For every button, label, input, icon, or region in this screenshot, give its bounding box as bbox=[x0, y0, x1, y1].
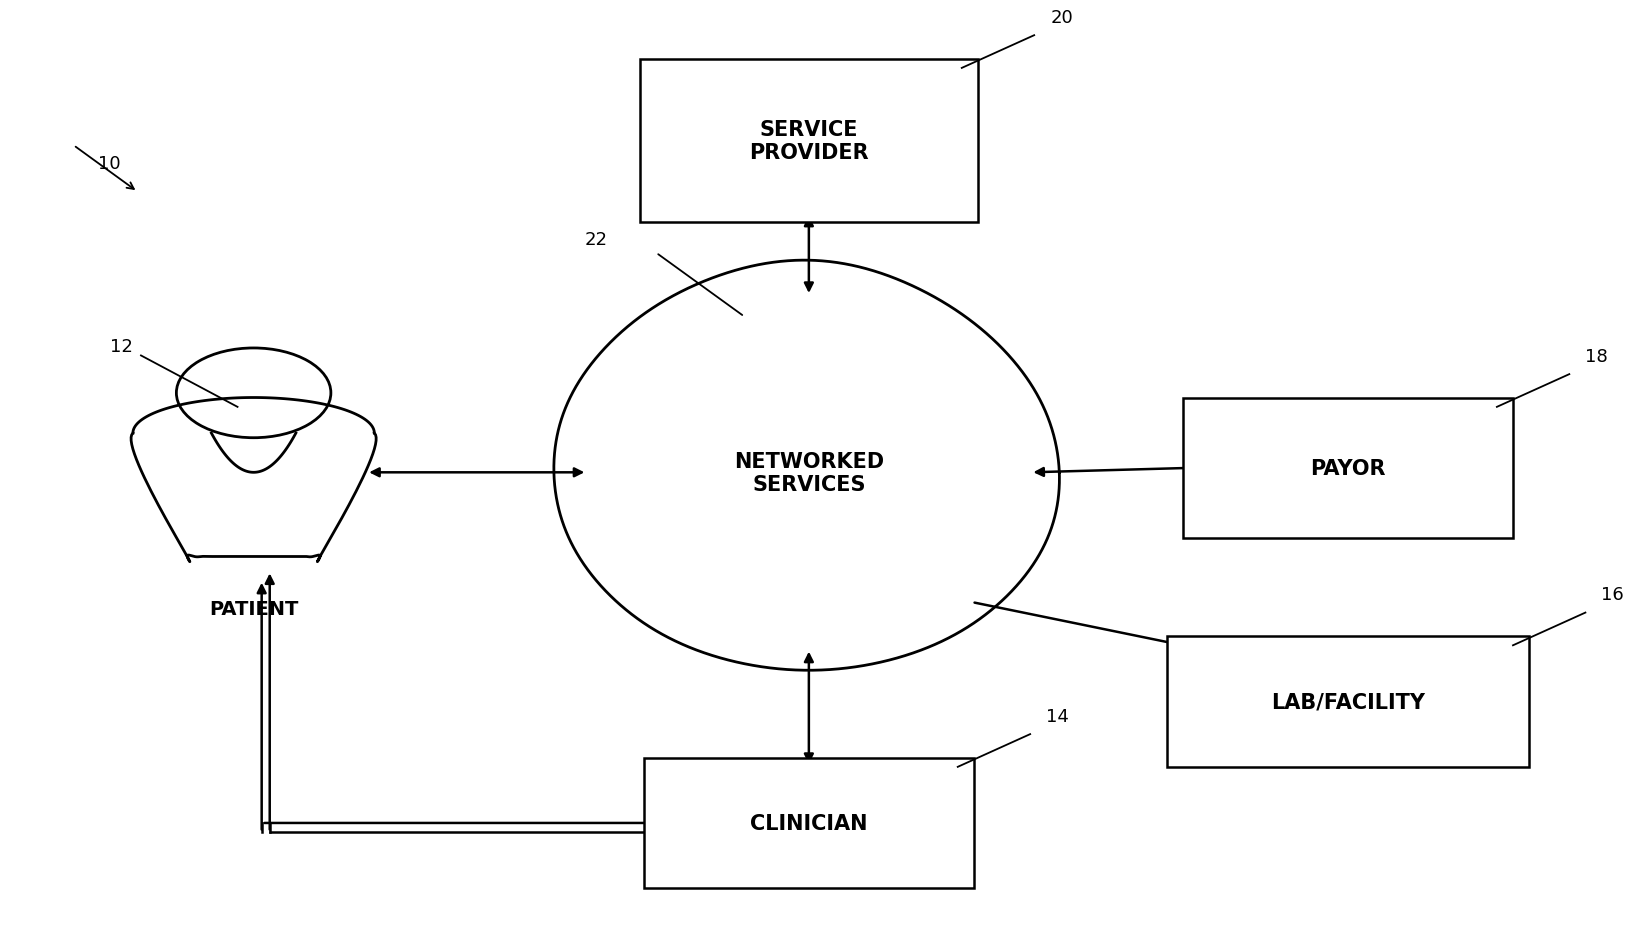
Text: 20: 20 bbox=[1050, 8, 1073, 26]
FancyBboxPatch shape bbox=[639, 59, 978, 223]
Text: LAB/FACILITY: LAB/FACILITY bbox=[1270, 692, 1425, 712]
Text: 22: 22 bbox=[584, 230, 608, 248]
Text: SERVICE
PROVIDER: SERVICE PROVIDER bbox=[748, 120, 869, 162]
FancyBboxPatch shape bbox=[1182, 398, 1513, 538]
Polygon shape bbox=[554, 261, 1060, 670]
Text: CLINICIAN: CLINICIAN bbox=[750, 813, 867, 833]
Text: NETWORKED
SERVICES: NETWORKED SERVICES bbox=[734, 451, 883, 495]
FancyBboxPatch shape bbox=[1165, 636, 1529, 767]
Text: 14: 14 bbox=[1045, 707, 1069, 725]
Text: 18: 18 bbox=[1584, 347, 1607, 365]
Text: PATIENT: PATIENT bbox=[209, 598, 298, 618]
Text: 12: 12 bbox=[109, 338, 132, 356]
Text: PAYOR: PAYOR bbox=[1309, 458, 1386, 478]
Text: 10: 10 bbox=[98, 155, 121, 173]
Text: 16: 16 bbox=[1601, 585, 1623, 603]
FancyBboxPatch shape bbox=[644, 758, 973, 888]
